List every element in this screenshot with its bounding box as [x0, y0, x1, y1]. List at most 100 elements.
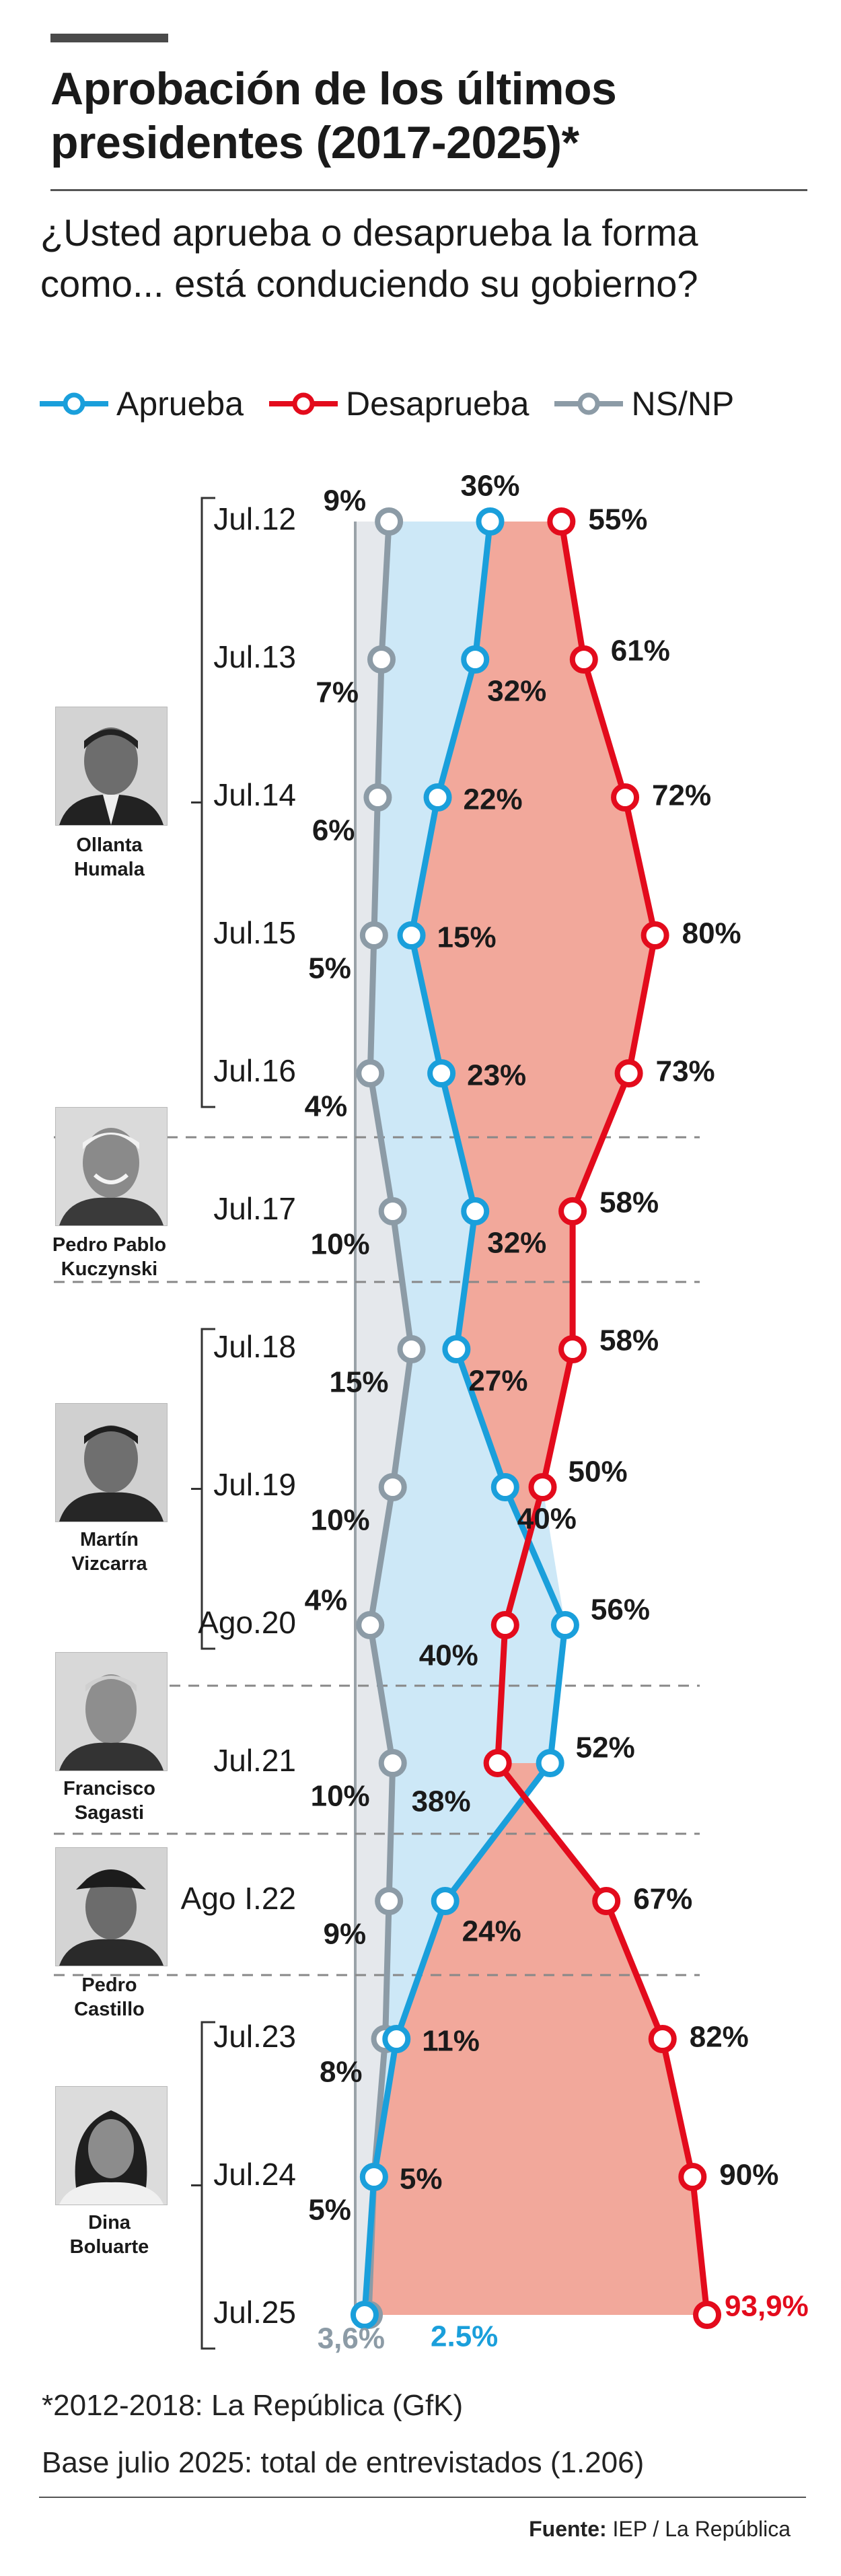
person-portrait-icon — [56, 1653, 167, 1770]
data-point-approve — [550, 1611, 579, 1639]
data-point-nsnp — [378, 1749, 407, 1777]
data-label-nsnp: 4% — [305, 1090, 348, 1123]
president-name-sagasti: Francisco Sagasti — [27, 1777, 192, 1825]
category-label: Jul.23 — [213, 2019, 296, 2054]
data-label-approve: 23% — [467, 1059, 526, 1092]
data-point-disapprove — [528, 1473, 557, 1501]
source-credit: Fuente: IEP / La República — [529, 2517, 791, 2542]
category-label: Jul.14 — [213, 777, 296, 812]
president-name-humala: Ollanta Humala — [27, 833, 192, 882]
category-label: Jul.24 — [213, 2157, 296, 2192]
data-label-disapprove: 72% — [652, 779, 711, 812]
data-label-disapprove: 93,9% — [725, 2290, 809, 2323]
category-label: Jul.12 — [213, 501, 296, 536]
data-point-nsnp — [363, 783, 392, 812]
data-label-disapprove: 38% — [412, 1785, 471, 1818]
legend-item-nsnp: NS/NP — [552, 384, 734, 423]
category-label: Jul.15 — [213, 915, 296, 950]
data-point-nsnp — [378, 1197, 407, 1225]
data-point-disapprove — [558, 1197, 587, 1225]
data-point-approve — [476, 507, 505, 536]
data-label-approve: 5% — [400, 2163, 443, 2196]
data-label-nsnp: 9% — [324, 485, 367, 517]
series-line-nsnp — [365, 521, 414, 2316]
category-label: Jul.21 — [213, 1743, 296, 1778]
data-point-approve — [431, 1887, 460, 1915]
question-line-2: como... está conduciendo su gobierno? — [40, 262, 698, 305]
category-label: Jul.19 — [213, 1467, 296, 1502]
data-point-disapprove — [678, 2163, 707, 2191]
series-line-disapprove — [495, 521, 710, 2316]
president-first-name: Martín — [80, 1529, 139, 1550]
person-portrait-icon — [56, 1108, 167, 1225]
data-point-nsnp — [375, 1887, 404, 1915]
title-line-1: Aprobación de los últimos — [50, 63, 617, 114]
survey-question: ¿Usted aprueba o desaprueba la forma com… — [40, 207, 814, 310]
legend-disapprove-marker — [269, 392, 338, 415]
data-label-approve: 32% — [487, 1227, 546, 1260]
portrait-francisco-sagasti — [55, 1652, 168, 1771]
data-label-approve: 52% — [576, 1731, 635, 1764]
category-label: Jul.16 — [213, 1053, 296, 1088]
portrait-pedro-pablo-kuczynski — [55, 1107, 168, 1226]
title-line-2: presidentes (2017-2025)* — [50, 117, 579, 168]
data-point-approve — [490, 1473, 519, 1501]
president-last-name: Kuczynski — [61, 1258, 158, 1280]
series-line-approve — [361, 521, 569, 2316]
data-point-disapprove — [641, 921, 669, 950]
data-point-approve — [359, 2163, 388, 2191]
data-label-disapprove: 61% — [611, 635, 670, 668]
data-label-approve: 22% — [464, 783, 523, 816]
data-point-approve — [382, 2025, 411, 2053]
legend-item-disapprove: Desaprueba — [266, 384, 529, 423]
data-label-disapprove: 50% — [569, 1456, 628, 1489]
data-point-disapprove — [490, 1611, 519, 1639]
legend-item-approve: Aprueba — [37, 384, 244, 423]
data-label-approve: 24% — [462, 1915, 521, 1948]
data-point-disapprove — [592, 1887, 621, 1915]
footnote-source-period: *2012-2018: La República (GfK) — [42, 2389, 464, 2422]
data-label-nsnp: 7% — [316, 676, 359, 709]
category-label: Jul.25 — [213, 2295, 296, 2330]
category-label: Ago.20 — [198, 1605, 296, 1640]
president-first-name: Pedro Pablo — [52, 1234, 167, 1256]
data-label-disapprove: 58% — [599, 1324, 659, 1357]
approve-area — [364, 522, 565, 2315]
presidency-bracket — [191, 2021, 215, 2350]
data-label-nsnp: 6% — [312, 814, 355, 847]
data-label-disapprove: 90% — [719, 2159, 778, 2192]
data-point-approve — [427, 1059, 456, 1087]
data-label-approve: 36% — [460, 470, 519, 503]
president-first-name: Dina — [88, 2212, 131, 2233]
footer-rule — [39, 2497, 806, 2498]
data-label-disapprove: 67% — [633, 1883, 692, 1916]
data-label-disapprove: 80% — [682, 917, 741, 950]
president-name-vizcarra: Martín Vizcarra — [27, 1528, 192, 1576]
president-first-name: Pedro — [81, 1974, 137, 1996]
chart-legend: Aprueba Desaprueba NS/NP — [37, 377, 757, 431]
president-name-castillo: Pedro Castillo — [27, 1973, 192, 2022]
data-label-disapprove: 55% — [588, 503, 647, 536]
legend-approve-marker — [40, 392, 108, 415]
category-label: Jul.17 — [213, 1191, 296, 1226]
data-point-disapprove — [483, 1749, 512, 1777]
president-name-kuczynski: Pedro Pablo Kuczynski — [27, 1233, 192, 1281]
data-point-approve — [536, 1749, 564, 1777]
legend-disapprove-label: Desaprueba — [346, 385, 529, 423]
data-point-disapprove — [547, 507, 576, 536]
data-point-nsnp — [378, 1473, 407, 1501]
legend-nsnp-label: NS/NP — [631, 385, 735, 423]
person-portrait-icon — [56, 1404, 167, 1522]
category-label: Ago I.22 — [181, 1881, 296, 1916]
nsnp-area — [355, 522, 412, 2315]
data-label-nsnp: 5% — [308, 952, 351, 985]
title-rule — [50, 189, 807, 191]
data-point-approve — [461, 1197, 490, 1225]
portrait-pedro-castillo — [55, 1847, 168, 1966]
data-point-disapprove — [614, 1059, 643, 1087]
data-point-nsnp — [367, 645, 396, 674]
legend-nsnp-marker — [554, 392, 624, 415]
chart-title: Aprobación de los últimos presidentes (2… — [50, 62, 804, 170]
data-label-disapprove: 82% — [690, 2021, 749, 2054]
approval-chart: Jul.12 Jul.13 Jul.14 Jul.15 Jul.16 Jul.17 Jul.… — [54, 470, 809, 2355]
